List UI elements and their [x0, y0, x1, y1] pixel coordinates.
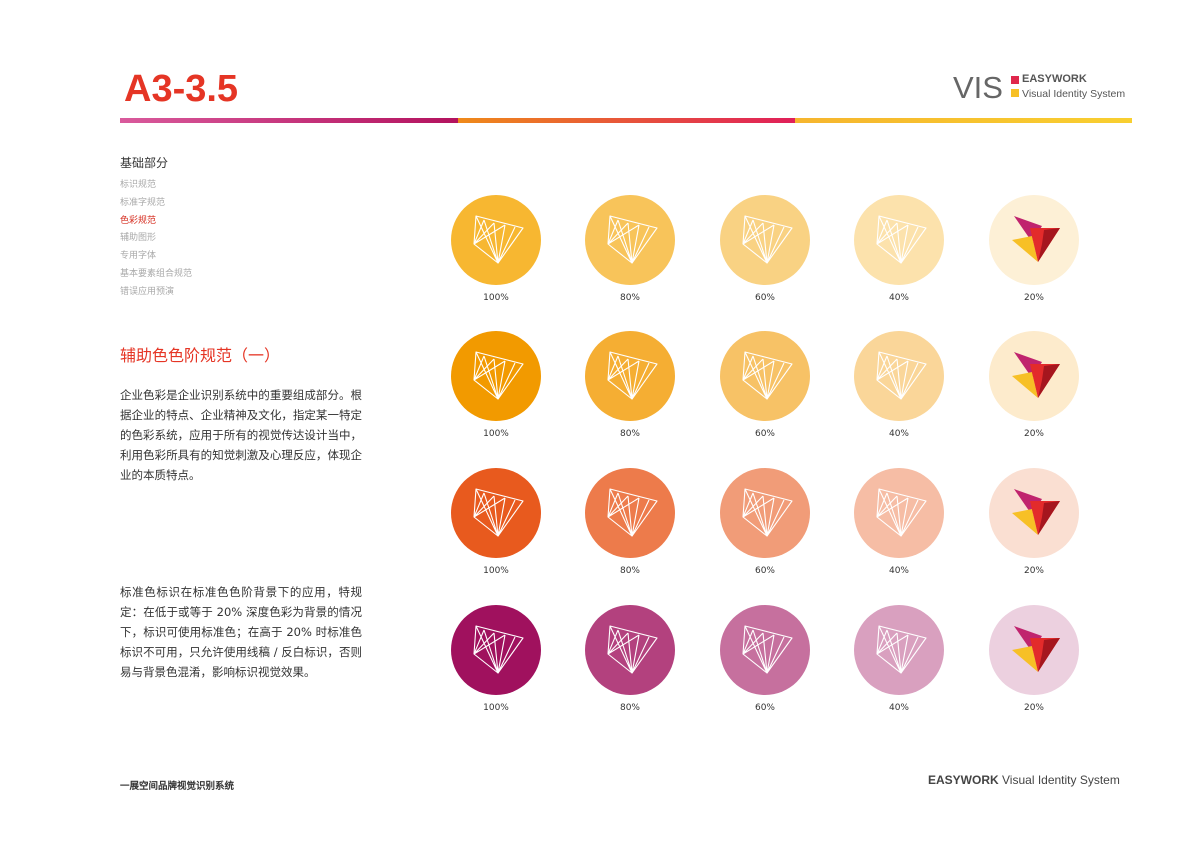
paragraph: 标准色标识在标准色色阶背景下的应用，特规定：在低于或等于 20% 深度色彩为背景…	[120, 584, 362, 679]
nav: 标识规范标准字规范色彩规范辅助图形专用字体基本要素组合规范 错误应用预演	[120, 177, 192, 302]
rule-segment	[458, 118, 795, 123]
swatch-label: 80%	[620, 703, 640, 713]
nav-item[interactable]: 错误应用预演	[120, 286, 175, 297]
nav-item[interactable]: 标准字规范	[120, 197, 166, 208]
nav-item[interactable]: 标识规范	[120, 180, 157, 190]
paragraph: 企业色彩是企业识别系统中的重要组成部分。根据企业的特点、企业精神及文化，指定某一…	[120, 387, 362, 482]
footer-left: 一展空间品牌视觉识别系统	[120, 781, 235, 792]
page-title: A3-3.5	[124, 68, 239, 110]
rule-segment	[795, 118, 1132, 123]
square-yellow	[1011, 89, 1019, 97]
swatch-label: 20%	[1024, 566, 1044, 576]
section-title: 辅助色色阶规范（一）	[120, 346, 281, 365]
swatch-label: 100%	[483, 429, 509, 439]
footer-brand: EASYWORK	[928, 773, 999, 787]
swatch-label: 20%	[1024, 293, 1044, 303]
swatch-label: 20%	[1024, 429, 1044, 439]
square-red	[1011, 76, 1019, 84]
swatch-label: 40%	[889, 429, 909, 439]
brand-name: EASYWORK	[1022, 73, 1087, 85]
nav-item[interactable]: 专用字体	[120, 251, 157, 262]
nav-item[interactable]: 辅助图形	[120, 233, 157, 244]
rule-segment	[120, 118, 458, 123]
nav-heading: 基础部分	[120, 156, 169, 170]
swatch-label: 60%	[755, 429, 775, 439]
brand-mark: VIS	[953, 70, 1003, 105]
nav-item[interactable]: 色彩规范	[120, 215, 157, 226]
swatch-label: 40%	[889, 293, 909, 303]
swatch-label: 60%	[755, 703, 775, 713]
swatch-label: 100%	[483, 703, 509, 713]
footer-text: Visual Identity System	[1002, 773, 1120, 787]
swatch-label: 100%	[483, 293, 509, 303]
brand-tagline: Visual Identity System	[1022, 88, 1126, 100]
swatch-label: 40%	[889, 703, 909, 713]
swatch-label: 60%	[755, 566, 775, 576]
swatch-label: 80%	[620, 293, 640, 303]
footer-right: EASYWORK Visual Identity System	[928, 773, 1120, 787]
nav-item[interactable]: 基本要素组合规范	[120, 268, 193, 279]
swatch-label: 80%	[620, 429, 640, 439]
swatch-label: 100%	[483, 566, 509, 576]
swatch-label: 80%	[620, 566, 640, 576]
swatch-label: 20%	[1024, 703, 1044, 713]
swatch-label: 60%	[755, 293, 775, 303]
swatch-label: 40%	[889, 566, 909, 576]
